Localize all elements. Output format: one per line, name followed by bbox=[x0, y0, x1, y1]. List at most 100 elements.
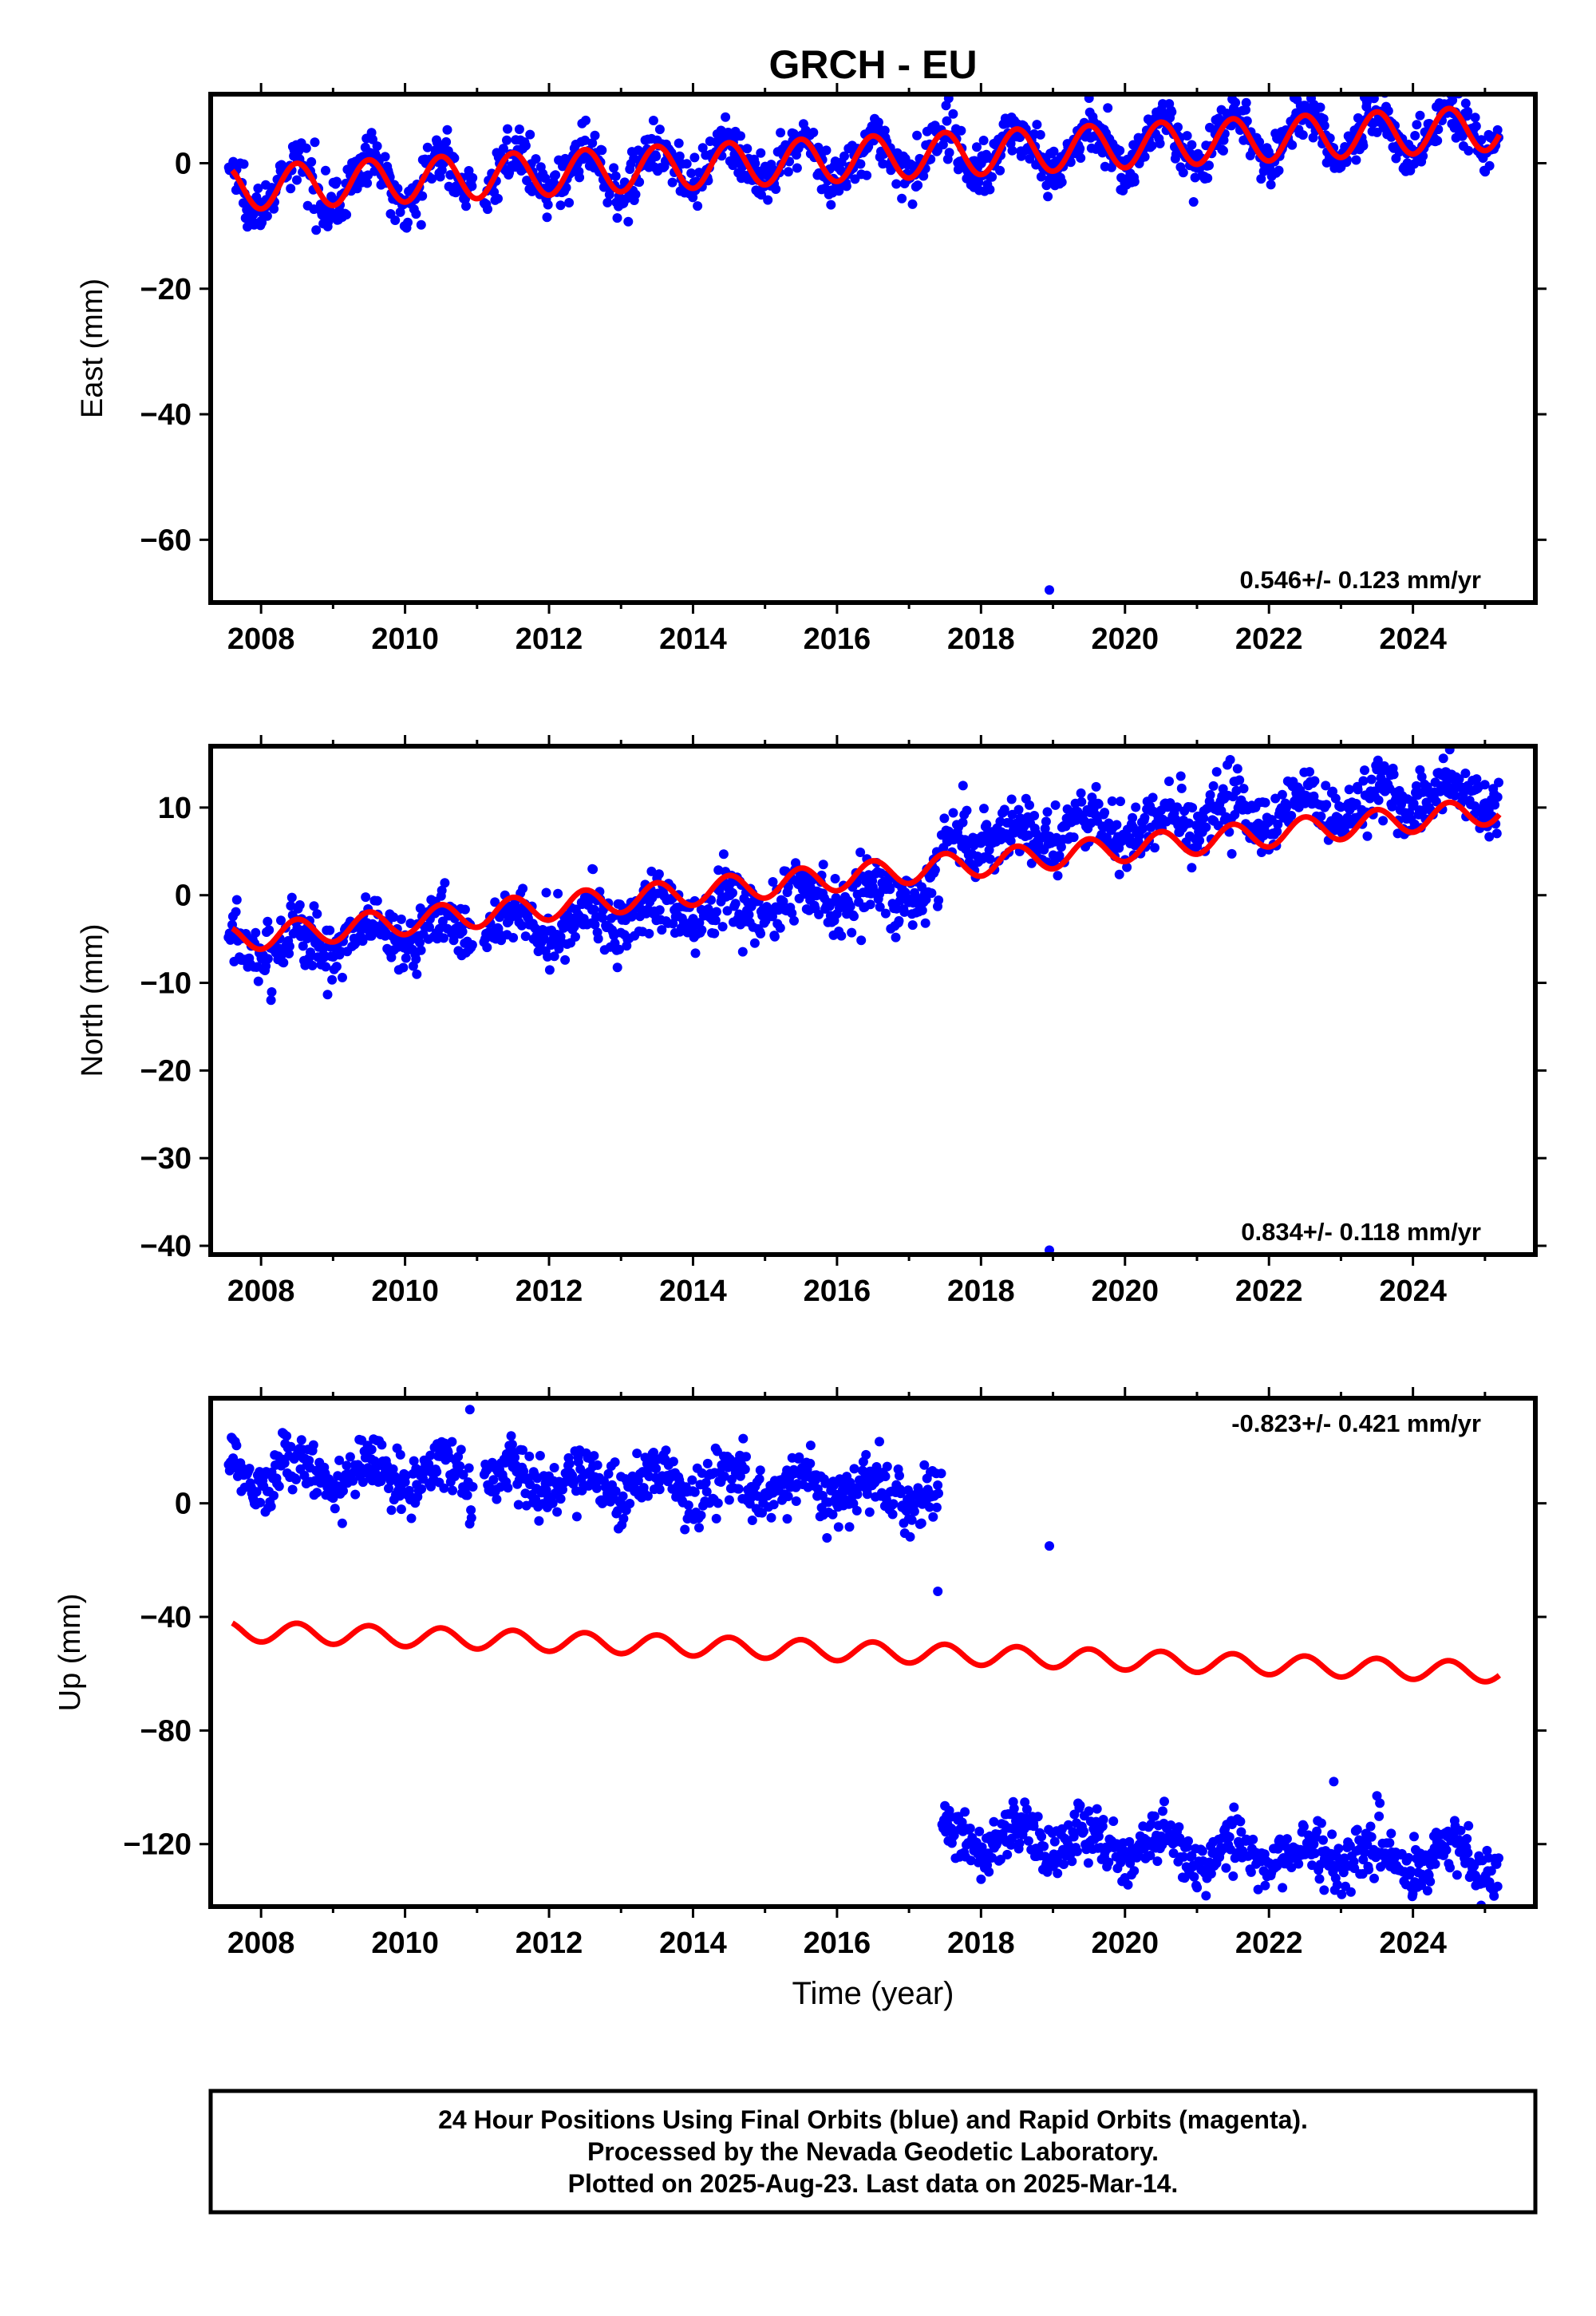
east-data-point bbox=[1273, 134, 1283, 144]
north-data-point bbox=[1050, 800, 1061, 810]
north-data-point bbox=[730, 899, 741, 909]
north-data-point bbox=[372, 895, 382, 906]
east-data-point bbox=[464, 166, 474, 176]
north-data-point bbox=[1211, 767, 1222, 777]
up-data-point bbox=[1358, 1855, 1369, 1865]
east-data-point bbox=[417, 191, 428, 201]
up-data-point bbox=[880, 1472, 891, 1481]
up-data-point bbox=[1441, 1845, 1452, 1856]
up-data-point bbox=[274, 1481, 284, 1492]
east-panel: 2008 2010 2012 2014 2016 2018 2020 2022 2024 0 −20… bbox=[76, 83, 1547, 656]
east-data-point bbox=[422, 142, 433, 152]
up-data-point bbox=[466, 1505, 476, 1516]
north-data-point bbox=[253, 976, 263, 986]
up-data-point bbox=[282, 1431, 292, 1441]
up-data-point bbox=[713, 1498, 723, 1508]
up-data-point bbox=[1318, 1835, 1328, 1845]
north-data-point bbox=[1140, 812, 1150, 823]
north-data-point bbox=[1013, 804, 1024, 815]
north-data-point bbox=[722, 906, 733, 916]
up-data-point bbox=[960, 1807, 970, 1817]
east-data-point bbox=[587, 138, 598, 148]
east-data-point bbox=[674, 151, 685, 161]
north-data-point bbox=[327, 974, 338, 985]
up-data-point bbox=[689, 1487, 700, 1497]
up-data-point bbox=[1023, 1836, 1033, 1846]
east-data-point bbox=[522, 176, 532, 186]
east-data-point bbox=[1241, 97, 1251, 108]
up-data-point bbox=[1014, 1838, 1025, 1848]
north-data-point bbox=[749, 938, 760, 948]
north-data-point bbox=[1107, 796, 1117, 806]
up-data-point bbox=[882, 1461, 892, 1472]
north-data-point bbox=[389, 912, 399, 923]
east-data-point bbox=[445, 170, 456, 180]
north-data-point bbox=[818, 860, 828, 870]
north-data-point bbox=[778, 896, 788, 907]
north-data-point bbox=[1353, 785, 1363, 795]
north-data-point bbox=[543, 951, 553, 962]
north-data-point bbox=[1176, 783, 1187, 793]
north-data-point bbox=[1396, 800, 1406, 809]
up-data-point bbox=[974, 1826, 985, 1836]
up-data-point bbox=[931, 1502, 942, 1512]
up-data-point bbox=[1366, 1832, 1377, 1842]
north-data-point bbox=[1041, 816, 1051, 827]
north-data-point bbox=[416, 945, 426, 955]
up-data-point bbox=[552, 1507, 563, 1517]
up-data-point bbox=[984, 1867, 994, 1877]
caption-line-3: Plotted on 2025-Aug-23. Last data on 202… bbox=[568, 2169, 1179, 2198]
north-data-point bbox=[1330, 793, 1341, 804]
up-data-point bbox=[547, 1498, 558, 1508]
up-data-point bbox=[492, 1494, 502, 1504]
east-data-point bbox=[721, 112, 731, 122]
up-data-point bbox=[488, 1475, 499, 1485]
up-data-point bbox=[1463, 1848, 1473, 1858]
north-data-point bbox=[717, 922, 728, 932]
up-data-point bbox=[304, 1456, 314, 1465]
up-data-point bbox=[1123, 1879, 1133, 1890]
east-data-point bbox=[468, 172, 478, 183]
up-data-point bbox=[875, 1437, 884, 1447]
up-data-point bbox=[861, 1449, 871, 1460]
up-data-point bbox=[1364, 1864, 1374, 1875]
north-data-point bbox=[1116, 796, 1125, 807]
north-x-tick-label: 2024 bbox=[1379, 1275, 1447, 1308]
up-data-point bbox=[1092, 1804, 1102, 1814]
up-data-point bbox=[519, 1466, 529, 1476]
north-data-point bbox=[875, 902, 885, 912]
east-data-point bbox=[362, 178, 373, 188]
east-data-point bbox=[944, 148, 954, 158]
up-data-point bbox=[1486, 1866, 1496, 1876]
north-data-point bbox=[279, 958, 289, 968]
north-data-point bbox=[434, 923, 444, 934]
east-data-point bbox=[756, 148, 766, 158]
north-data-point bbox=[460, 904, 470, 915]
up-data-point bbox=[1029, 1821, 1039, 1832]
north-data-point bbox=[440, 878, 450, 888]
north-data-point bbox=[614, 944, 624, 954]
up-data-point bbox=[1187, 1851, 1197, 1861]
east-data-point bbox=[483, 204, 492, 215]
north-data-point bbox=[448, 935, 459, 946]
up-x-tick-label: 2022 bbox=[1235, 1927, 1303, 1960]
up-data-point bbox=[1307, 1860, 1317, 1871]
north-data-point bbox=[845, 901, 855, 911]
up-data-point bbox=[936, 1468, 946, 1479]
up-data-point bbox=[541, 1485, 551, 1496]
north-data-point bbox=[1344, 785, 1354, 795]
north-data-point bbox=[690, 948, 701, 958]
up-outlier-point bbox=[1372, 1791, 1382, 1801]
up-data-point bbox=[1312, 1826, 1322, 1836]
north-data-point bbox=[939, 813, 950, 824]
up-data-point bbox=[901, 1506, 911, 1516]
east-data-point bbox=[651, 152, 662, 161]
north-data-point bbox=[1316, 811, 1326, 821]
up-data-point bbox=[1362, 1840, 1373, 1850]
up-data-point bbox=[1405, 1866, 1416, 1876]
north-data-point bbox=[1321, 800, 1332, 810]
north-data-point bbox=[1187, 863, 1197, 873]
up-data-point bbox=[425, 1450, 436, 1460]
up-data-point bbox=[1332, 1879, 1342, 1890]
north-data-point bbox=[1225, 755, 1235, 765]
